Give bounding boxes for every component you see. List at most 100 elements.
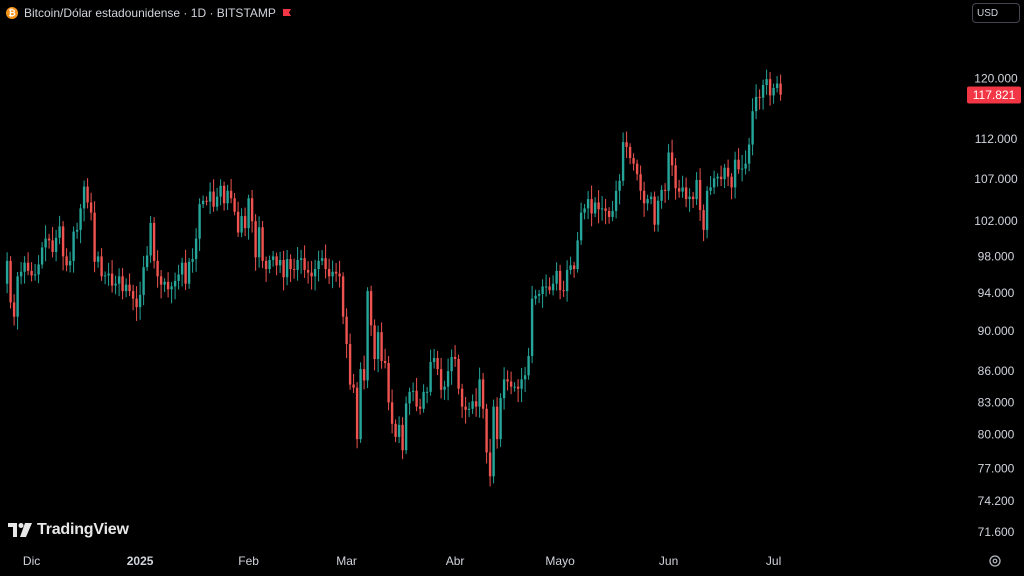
candle-body [471, 401, 474, 409]
candle-body [698, 179, 702, 211]
candle-body [345, 316, 348, 345]
candle-body [124, 284, 128, 292]
candle-body [254, 221, 257, 258]
candle-body [656, 200, 660, 225]
candle-body [82, 186, 86, 209]
time-tick-label: Jul [766, 554, 781, 568]
candle-body [187, 261, 191, 284]
candle-body [621, 142, 625, 181]
candle-body [779, 83, 782, 95]
candle-body [16, 276, 19, 317]
price-tick-label: 120.000 [974, 71, 1018, 85]
candle-body [467, 408, 471, 410]
candle-body [275, 256, 278, 266]
candle-body [212, 191, 215, 207]
candle-body [54, 237, 58, 252]
candle-body [359, 369, 362, 440]
candle-body [331, 271, 334, 277]
candle-body [177, 274, 180, 281]
candle-body [695, 179, 698, 200]
candle-body [93, 212, 96, 262]
candle-body [278, 259, 282, 266]
time-tick-label: Mar [336, 554, 357, 568]
candle-body [593, 202, 597, 214]
flag-icon[interactable] [282, 8, 292, 18]
candle-body [670, 152, 674, 166]
candle-body [5, 260, 9, 284]
candle-body [604, 208, 607, 211]
candle-body [229, 190, 233, 199]
candle-body [79, 208, 82, 230]
candle-body [334, 271, 338, 274]
price-axis[interactable]: 120.000 112.000 107.000 102.000 98.000 94.000… [974, 71, 1018, 539]
candle-body [366, 291, 369, 381]
candle-body [443, 386, 446, 390]
candle-body [61, 226, 65, 257]
candle-body [152, 222, 156, 261]
candle-body [772, 87, 775, 96]
candle-body [551, 283, 555, 291]
candle-body [425, 391, 429, 393]
candle-body [663, 189, 667, 191]
candle-body [583, 208, 586, 213]
price-tick-label: 80.000 [978, 428, 1015, 442]
candle-body [117, 276, 121, 284]
price-tick-label: 86.000 [978, 364, 1015, 378]
candle-body [362, 369, 366, 381]
candle-body [156, 260, 159, 277]
candle-body [579, 212, 583, 241]
candle-body [541, 286, 544, 294]
candle-body [96, 256, 100, 262]
candle-body [653, 196, 656, 225]
candle-body [555, 270, 558, 284]
candle-body [394, 423, 397, 437]
candle-body [282, 259, 285, 278]
candle-body [292, 269, 296, 271]
candle-body [537, 293, 541, 296]
candle-body [184, 262, 187, 284]
candle-body [558, 270, 562, 291]
candle-body [474, 401, 478, 407]
candle-body [446, 371, 450, 387]
candles-layer [5, 69, 782, 487]
candle-body [369, 291, 373, 326]
candle-body [761, 85, 765, 98]
candle-body [215, 196, 219, 207]
gear-icon[interactable] [988, 554, 1002, 568]
tradingview-logo[interactable]: TradingView [8, 521, 129, 539]
brand-name: TradingView [37, 521, 129, 538]
candle-body [303, 258, 306, 270]
candle-body [716, 176, 719, 179]
candle-body [208, 191, 212, 202]
candle-body [135, 298, 138, 308]
symbol-title[interactable]: Bitcoin/Dólar estadounidense · 1D · BITS… [24, 6, 276, 20]
candle-body [44, 238, 47, 248]
candle-body [163, 281, 166, 285]
candle-body [149, 222, 152, 256]
candle-body [768, 79, 772, 96]
price-tick-label: 107.000 [974, 172, 1018, 186]
price-tick-label: 98.000 [978, 249, 1015, 263]
candle-body [170, 286, 173, 290]
candle-body [509, 381, 513, 387]
candle-body [226, 190, 229, 204]
time-tick-label: Jun [659, 554, 678, 568]
candle-body [306, 269, 310, 273]
candle-body [376, 332, 380, 359]
currency-button[interactable]: USD [972, 3, 1020, 23]
candle-body [243, 216, 247, 229]
price-tick-label: 94.000 [978, 286, 1015, 300]
candle-body [58, 226, 61, 238]
candle-body [733, 159, 737, 188]
last-price-tag: 117.821 [967, 86, 1021, 104]
candle-body [68, 260, 72, 266]
candle-body [576, 240, 579, 270]
candle-body [758, 96, 761, 98]
candle-body [72, 231, 75, 261]
candle-body [285, 259, 289, 278]
time-axis[interactable]: Dic 2025 Feb Mar Abr Mayo Jun Jul [23, 554, 781, 568]
candle-body [628, 146, 632, 159]
candle-body [478, 379, 481, 407]
candle-body [401, 424, 404, 451]
